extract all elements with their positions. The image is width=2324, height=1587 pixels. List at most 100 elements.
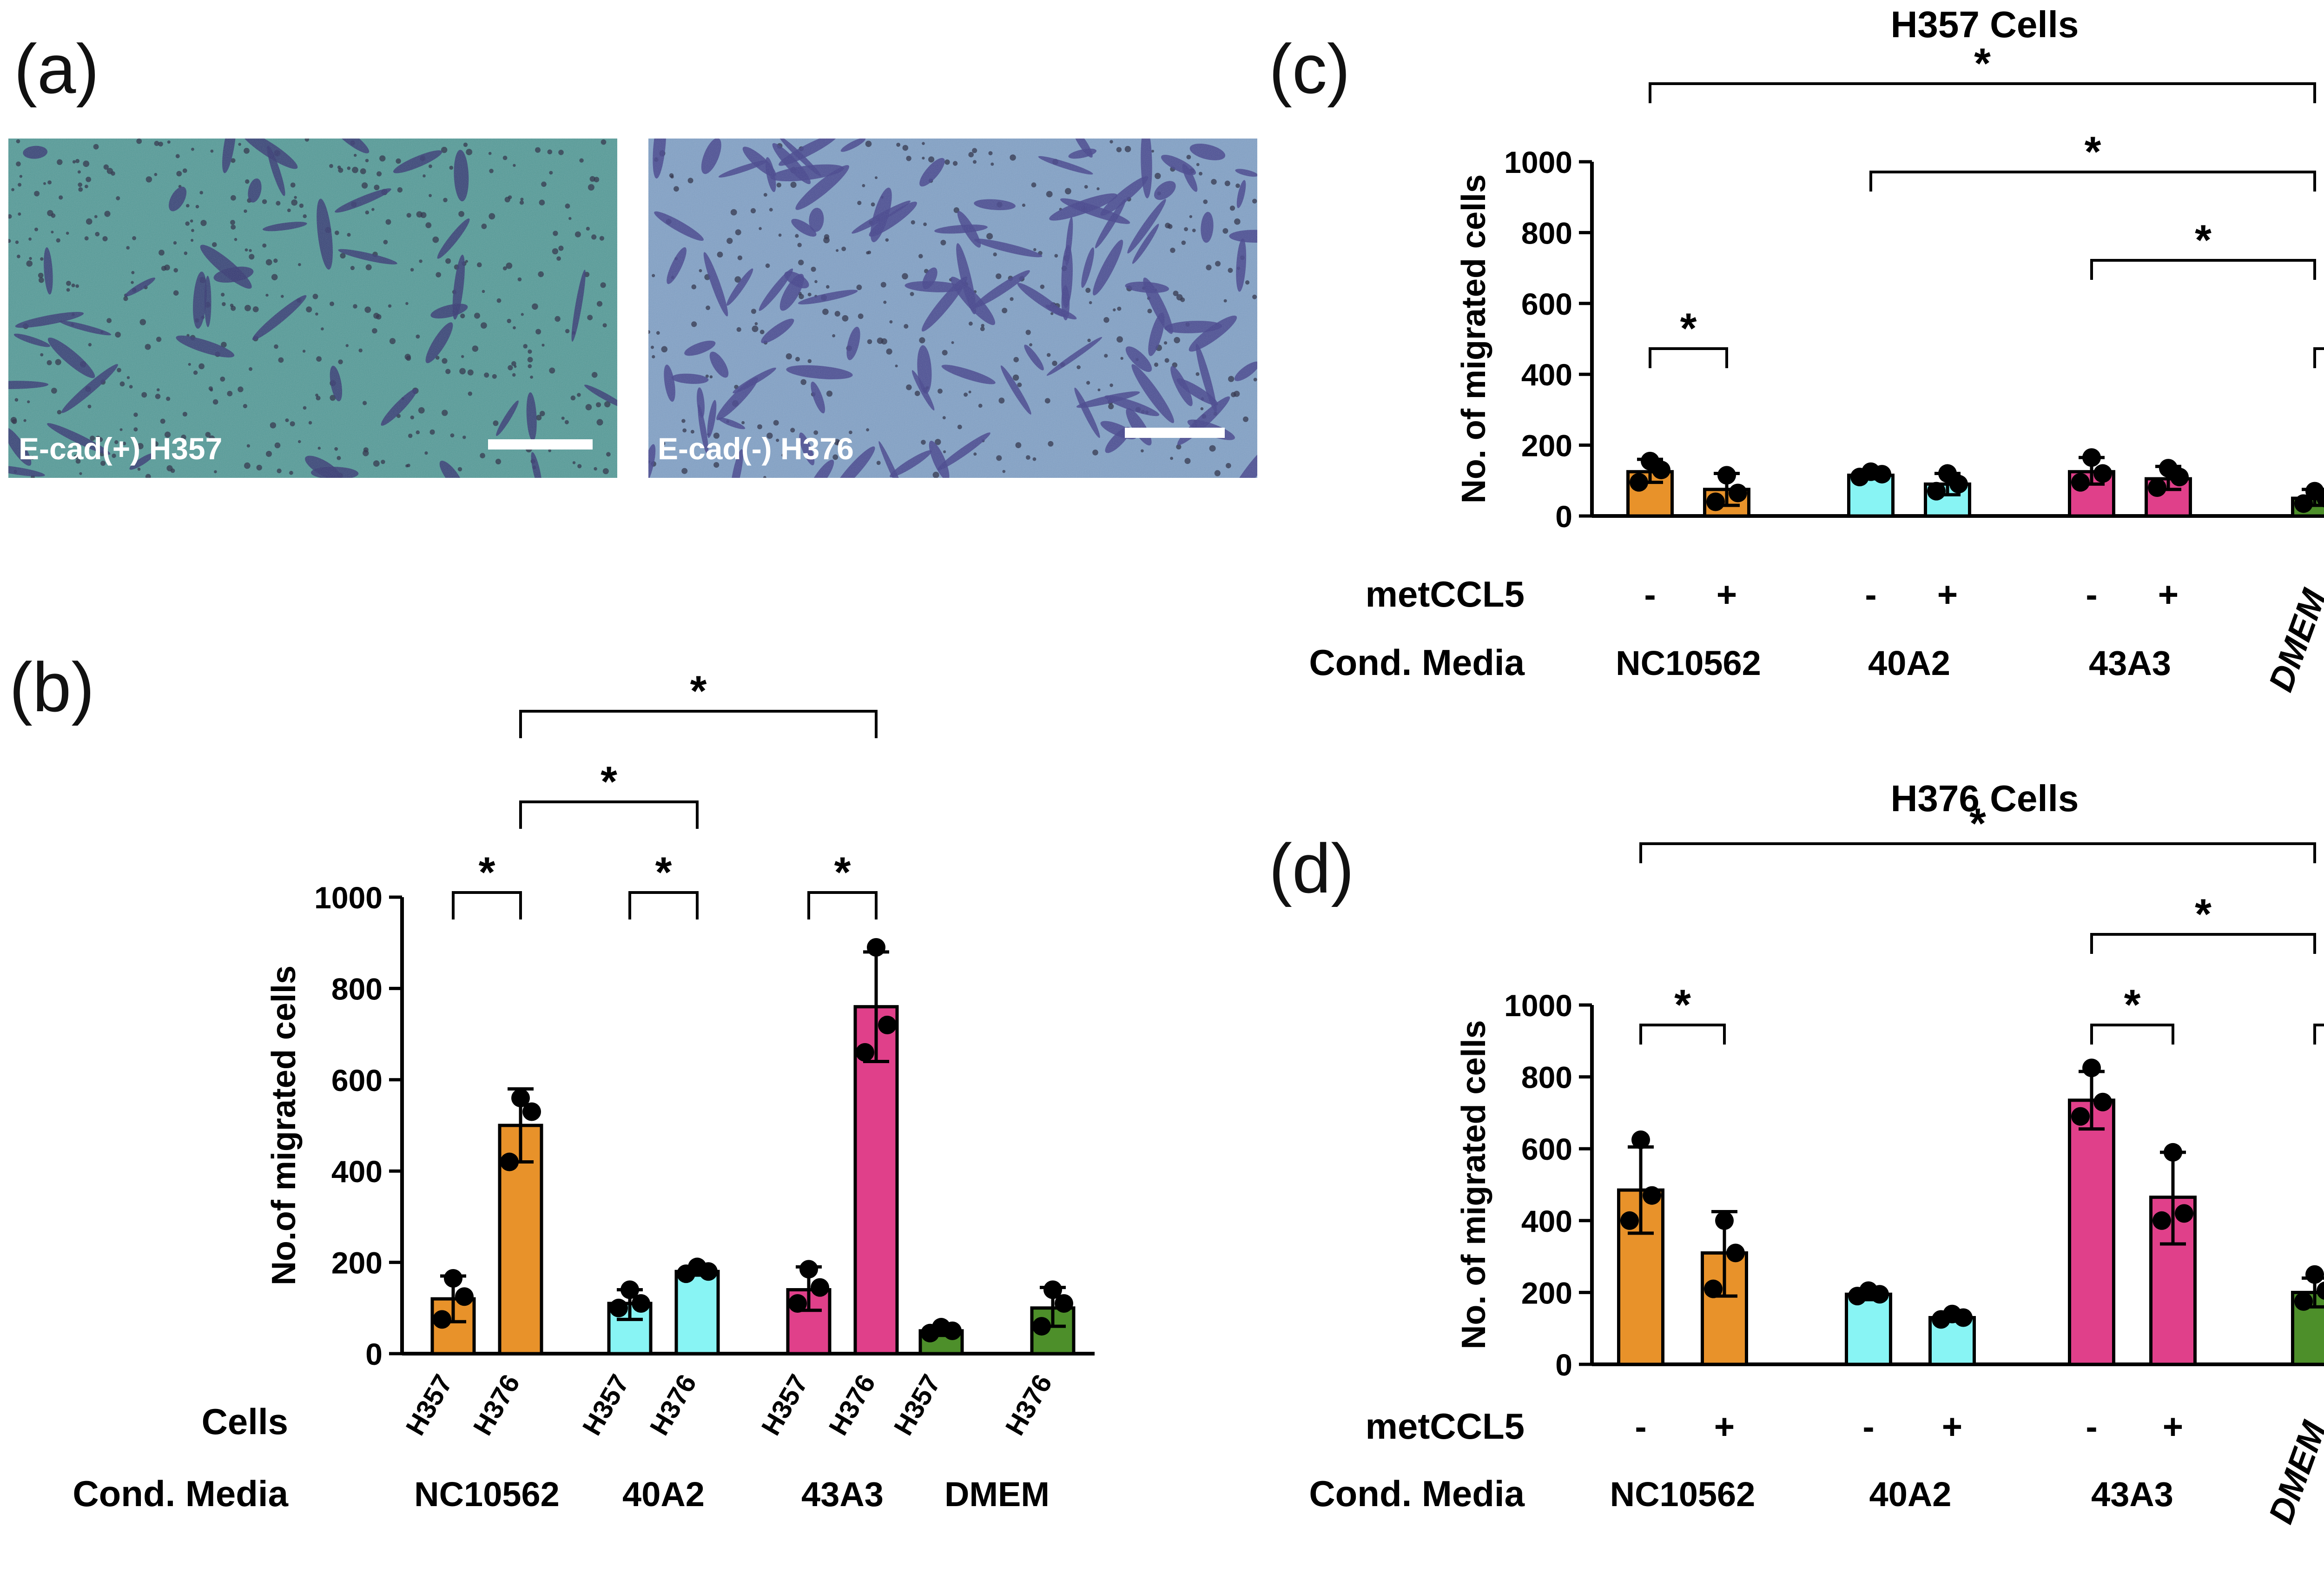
y-tick-label: 200 xyxy=(1521,1276,1572,1310)
group-label: 40A2 xyxy=(1869,1475,1952,1514)
cells-tick-label: H357 xyxy=(888,1369,947,1441)
data-point xyxy=(2093,1092,2112,1111)
micrograph-h357-label: E-cad(+) H357 xyxy=(19,431,222,466)
group-label: DMEM xyxy=(944,1475,1050,1514)
data-point xyxy=(2071,473,2090,492)
data-point xyxy=(1652,460,1670,479)
data-point xyxy=(1850,468,1869,487)
significance-bracket xyxy=(1649,347,1728,368)
data-point xyxy=(444,1269,462,1288)
y-axis-label: No. of migrated cells xyxy=(1455,174,1492,503)
significance-star: * xyxy=(834,849,851,896)
panel-label-d: (d) xyxy=(1269,829,1354,907)
row-label-1: metCCL5 xyxy=(1366,1406,1525,1447)
data-point xyxy=(455,1287,474,1306)
data-point xyxy=(1848,1287,1867,1306)
group-label: NC10562 xyxy=(1616,644,1761,682)
data-point xyxy=(867,938,885,957)
chart-title: H357 Cells xyxy=(1891,4,2079,45)
data-point xyxy=(632,1294,650,1313)
metccl5-tick-label: - xyxy=(1865,575,1876,615)
data-point xyxy=(811,1278,829,1297)
data-point xyxy=(1715,1211,1734,1230)
data-point xyxy=(433,1310,451,1329)
significance-star: * xyxy=(655,849,672,896)
metccl5-tick-label: + xyxy=(1942,1407,1962,1447)
y-tick-label: 600 xyxy=(1521,287,1572,321)
cells-tick-label: H357 xyxy=(400,1369,459,1441)
significance-bracket xyxy=(519,710,878,738)
data-point xyxy=(856,1043,874,1062)
y-tick-label: 800 xyxy=(1521,1060,1572,1095)
significance-bracket xyxy=(452,891,522,919)
y-tick-label: 200 xyxy=(331,1246,383,1280)
data-point xyxy=(609,1298,628,1317)
group-label: 43A3 xyxy=(801,1475,884,1514)
bar xyxy=(674,1270,720,1356)
row-label-1: metCCL5 xyxy=(1366,574,1525,615)
micrograph-h357: E-cad(+) H357 xyxy=(8,139,617,478)
data-point xyxy=(943,1321,962,1340)
data-point xyxy=(1032,1317,1051,1336)
significance-star: * xyxy=(1969,800,1986,847)
row-label-2: Cond. Media xyxy=(73,1473,288,1514)
data-point xyxy=(1704,1279,1723,1298)
significance-bracket xyxy=(2090,1024,2174,1045)
micrograph-h376: E-cad(-) H376 xyxy=(648,139,1257,478)
cells-tick-label: H376 xyxy=(644,1369,703,1441)
significance-star: * xyxy=(2195,891,2212,938)
data-point xyxy=(1717,466,1736,485)
significance-star: * xyxy=(1680,305,1697,352)
significance-star: * xyxy=(1674,981,1691,1029)
micrograph-h376-texture xyxy=(648,139,1257,478)
y-tick-label: 400 xyxy=(1521,1204,1572,1238)
y-tick-label: 800 xyxy=(1521,216,1572,250)
data-point xyxy=(522,1102,541,1121)
data-point xyxy=(2317,489,2324,508)
data-point xyxy=(2148,478,2166,497)
data-point xyxy=(878,1015,897,1034)
y-tick-label: 400 xyxy=(331,1154,383,1189)
significance-bracket xyxy=(2313,1024,2324,1045)
scale-bar-a xyxy=(488,439,593,450)
dmem-label: DMEM xyxy=(2261,584,2324,696)
significance-star: * xyxy=(601,758,617,806)
cells-tick-label: H376 xyxy=(823,1369,882,1441)
data-point xyxy=(1726,1243,1745,1263)
metccl5-tick-label: - xyxy=(2086,575,2097,615)
data-point xyxy=(1055,1294,1073,1313)
data-point xyxy=(2175,1204,2193,1223)
group-label: NC10562 xyxy=(414,1475,560,1514)
metccl5-tick-label: - xyxy=(2086,1407,2097,1447)
data-point xyxy=(2093,464,2112,483)
data-point xyxy=(677,1264,695,1283)
data-point xyxy=(1043,1280,1062,1299)
significance-bracket xyxy=(519,800,699,829)
group-label: NC10562 xyxy=(1610,1475,1756,1514)
panel-label-a: (a) xyxy=(14,30,99,108)
data-point xyxy=(500,1152,519,1171)
data-point xyxy=(2164,1143,2182,1162)
chart-d: H376 Cells 0 200 400 600 800 1000 No. of migrat… xyxy=(1309,778,2324,1528)
row-label-2: Cond. Media xyxy=(1309,1473,1525,1514)
data-point xyxy=(1870,1285,1889,1304)
micrograph-h376-label: E-cad(-) H376 xyxy=(658,431,854,466)
metccl5-tick-label: + xyxy=(1717,575,1737,615)
y-axis-label: No.of migrated cells xyxy=(265,965,303,1285)
data-point xyxy=(1927,482,1946,501)
metccl5-tick-label: + xyxy=(2163,1407,2183,1447)
group-label: 43A3 xyxy=(2091,1475,2173,1514)
metccl5-tick-label: - xyxy=(1635,1407,1646,1447)
data-point xyxy=(1643,1186,1661,1205)
significance-bracket xyxy=(1639,1024,1726,1045)
data-point xyxy=(511,1089,530,1108)
data-point xyxy=(1954,1308,1973,1327)
significance-star: * xyxy=(1974,40,1991,87)
data-point xyxy=(1620,1211,1639,1230)
metccl5-tick-label: + xyxy=(1937,575,1958,615)
data-point xyxy=(2082,448,2101,467)
significance-star: * xyxy=(479,849,495,896)
data-point xyxy=(1873,465,1891,484)
panel-label-b: (b) xyxy=(9,648,94,726)
